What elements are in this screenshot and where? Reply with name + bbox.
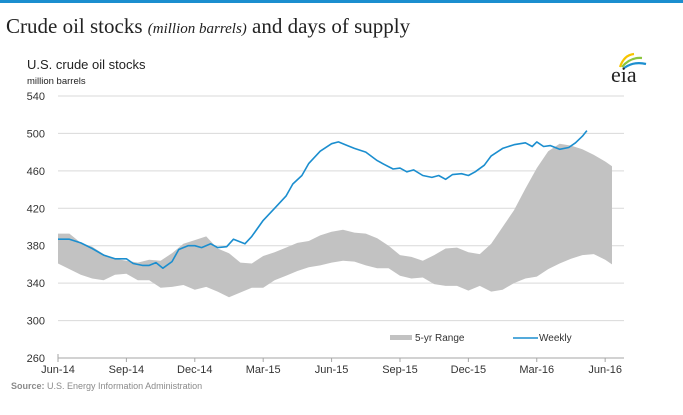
title-main: Crude oil stocks (6, 14, 143, 38)
x-tick-label: Dec-14 (177, 364, 212, 376)
page-title: Crude oil stocks (million barrels) and d… (6, 14, 410, 39)
legend-range-label: 5-yr Range (415, 333, 465, 344)
source-note: Source: U.S. Energy Information Administ… (11, 381, 202, 391)
legend: 5-yr Range Weekly (390, 333, 572, 344)
title-units: (million barrels) (147, 21, 247, 37)
y-tick-label: 540 (27, 91, 45, 103)
eia-logo-text: eia (611, 62, 637, 87)
eia-logo: eia (610, 50, 650, 87)
y-tick-label: 380 (27, 241, 45, 253)
y-tick-label: 460 (27, 166, 45, 178)
y-tick-label: 420 (27, 203, 45, 215)
x-tick-label: Dec-15 (451, 364, 486, 376)
five-year-range-band (58, 143, 612, 298)
five-year-range-area (58, 143, 612, 298)
x-tick-label: Mar-16 (519, 364, 554, 376)
x-tick-label: Mar-15 (246, 364, 281, 376)
chart-title: U.S. crude oil stocks (27, 57, 146, 72)
y-tick-label: 300 (27, 316, 45, 328)
y-tick-labels: 260 300 340 380 420 460 500 540 (27, 91, 45, 365)
source-text: U.S. Energy Information Administration (47, 381, 203, 391)
x-tick-label: Jun-14 (41, 364, 75, 376)
legend-range-swatch (390, 335, 412, 340)
title-tail: and days of supply (252, 14, 411, 38)
x-tick-label: Jun-16 (588, 364, 622, 376)
y-tick-label: 500 (27, 128, 45, 140)
eia-logo-swoosh-icon (618, 52, 647, 69)
x-axis: Jun-14 Sep-14 Dec-14 Mar-15 Jun-15 Sep-15 Dec-… (41, 354, 624, 376)
x-tick-label: Jun-15 (315, 364, 349, 376)
source-label: Source: (11, 381, 45, 391)
weekly-series (58, 130, 588, 270)
weekly-line (58, 130, 588, 270)
top-accent-bar (0, 0, 683, 3)
x-tick-label: Sep-14 (109, 364, 144, 376)
x-tick-label: Sep-15 (382, 364, 417, 376)
y-tick-label: 340 (27, 278, 45, 290)
y-tick-label: 260 (27, 353, 45, 365)
gridlines (58, 95, 624, 322)
legend-weekly-label: Weekly (539, 333, 572, 344)
y-axis-label: million barrels (27, 76, 86, 87)
